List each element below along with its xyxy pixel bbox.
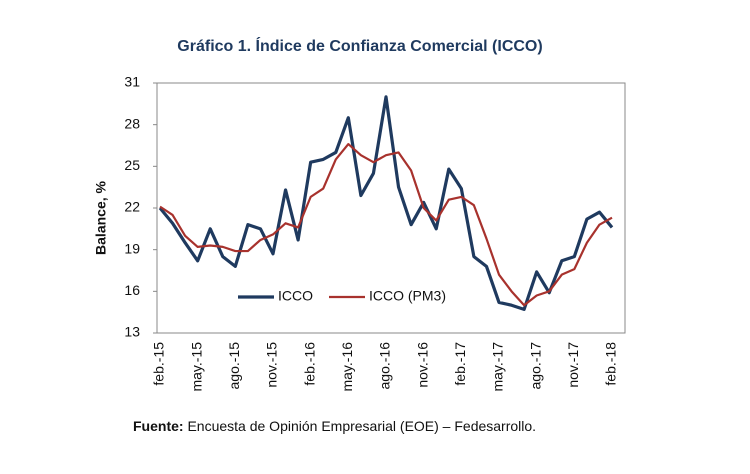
x-tick-label: may.-16 bbox=[339, 342, 355, 392]
y-tick-label: 28 bbox=[124, 115, 140, 131]
source-text: Encuesta de Opinión Empresarial (EOE) – … bbox=[187, 418, 536, 434]
x-tick-label: feb.-17 bbox=[452, 342, 468, 386]
x-tick-label: feb.-16 bbox=[301, 342, 317, 386]
y-tick-label: 19 bbox=[124, 240, 140, 256]
x-tick-label: nov.-17 bbox=[565, 342, 581, 388]
legend-label: ICCO bbox=[278, 288, 313, 304]
y-axis-label: Balance, % bbox=[93, 180, 109, 254]
x-tick-label: may.-17 bbox=[490, 342, 506, 392]
x-tick-label: ago.-17 bbox=[527, 342, 543, 390]
y-tick-label: 13 bbox=[124, 324, 140, 340]
x-tick-label: ago.-16 bbox=[377, 342, 393, 390]
x-tick-label: nov.-15 bbox=[264, 342, 280, 388]
x-tick-label: may.-15 bbox=[188, 342, 204, 392]
x-tick-label: feb.-18 bbox=[603, 342, 619, 386]
y-tick-label: 22 bbox=[124, 199, 140, 215]
y-tick-label: 31 bbox=[124, 74, 140, 90]
y-tick-label: 25 bbox=[124, 157, 140, 173]
x-tick-label: feb.-15 bbox=[151, 342, 167, 386]
series-line bbox=[158, 95, 614, 311]
source: Fuente: Encuesta de Opinión Empresarial … bbox=[133, 418, 536, 434]
source-label: Fuente: bbox=[133, 418, 184, 434]
legend-label: ICCO (PM3) bbox=[369, 288, 446, 304]
x-tick-label: ago.-15 bbox=[226, 342, 242, 390]
chart-title: Gráfico 1. Índice de Confianza Comercial… bbox=[177, 36, 542, 55]
x-tick-label: nov.-16 bbox=[414, 342, 430, 388]
y-tick-label: 16 bbox=[124, 282, 140, 298]
series-line bbox=[159, 143, 613, 307]
